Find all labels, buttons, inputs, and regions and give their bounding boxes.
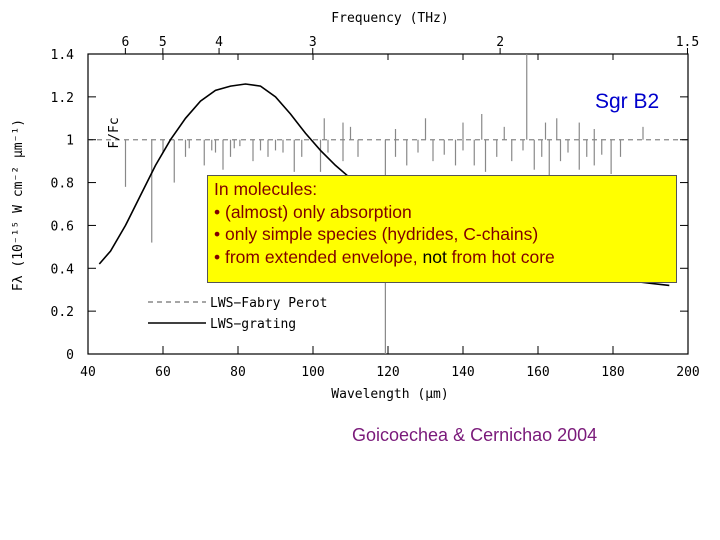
x-tick-label: 120 (376, 365, 399, 380)
x-tick-label: 100 (301, 365, 324, 380)
legend: LWS−Fabry Perot LWS−grating (148, 296, 327, 332)
top-tick-label: 3 (309, 35, 317, 50)
x-tick-label: 200 (676, 365, 699, 380)
callout-line-1: In molecules: (214, 179, 318, 199)
x-tick-label: 80 (230, 365, 246, 380)
top-tick-label: 2 (496, 35, 504, 50)
callout-line-4: • from extended envelope, not from hot c… (214, 246, 670, 269)
top-tick-label: 5 (159, 35, 167, 50)
y-tick-label: 0 (66, 348, 74, 363)
top-tick-label: 6 (121, 35, 129, 50)
y-tick-label: 1.4 (51, 48, 75, 63)
x-axis-title: Wavelength (μm) (331, 387, 448, 402)
y-tick-label: 1 (66, 134, 74, 149)
x-tick-label: 180 (601, 365, 624, 380)
top-tick-label: 4 (215, 35, 223, 50)
y-axis-title-right: F/Fc (107, 117, 122, 148)
callout-box: In molecules: • (almost) only absorption… (207, 175, 677, 283)
citation-credit: Goicoechea & Cernichao 2004 (352, 425, 598, 445)
callout-line-4-suffix: from hot core (446, 246, 555, 267)
legend-label-grating: LWS−grating (210, 317, 296, 332)
axis-ticks: 40 60 80 100 120 140 160 180 200 0 0.2 0.4 0.6 0.8 1 1.… (51, 35, 700, 380)
x-tick-label: 140 (451, 365, 474, 380)
y-tick-label: 0.2 (51, 305, 74, 320)
top-axis-title: Frequency (THz) (331, 11, 448, 26)
callout-line-4-prefix: • from extended envelope, (214, 246, 423, 267)
top-tick-label: 1.5 (676, 35, 699, 50)
x-tick-label: 160 (526, 365, 549, 380)
y-tick-label: 0.6 (51, 219, 74, 234)
x-tick-label: 60 (155, 365, 171, 380)
callout-line-3: • only simple species (hydrides, C-chain… (214, 224, 539, 244)
callout-not-word: not (422, 246, 447, 267)
legend-label-fp: LWS−Fabry Perot (210, 296, 327, 311)
y-axis-title-left: Fλ (10⁻¹⁵ W cm⁻² μm⁻¹) (11, 119, 26, 291)
object-label: Sgr B2 (595, 90, 660, 113)
x-tick-label: 40 (80, 365, 96, 380)
y-tick-label: 1.2 (51, 91, 74, 106)
callout-line-2: • (almost) only absorption (214, 201, 412, 222)
y-tick-label: 0.4 (51, 262, 75, 277)
y-tick-label: 0.8 (51, 177, 74, 192)
